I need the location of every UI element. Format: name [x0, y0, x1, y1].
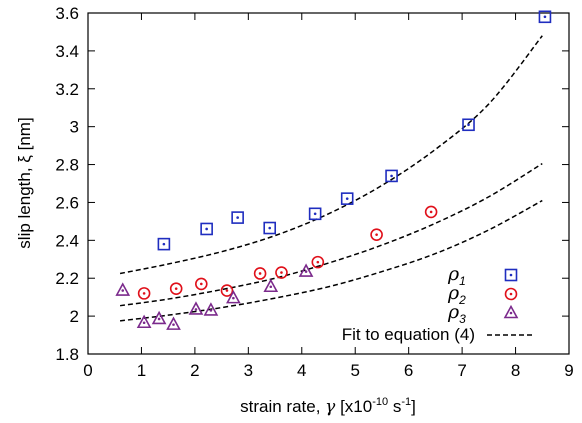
x-tick-label: 2 [190, 361, 199, 380]
rho1-point [340, 192, 354, 205]
fit-curve [119, 162, 543, 307]
x-axis-label-unit-exp: -1 [401, 396, 411, 408]
x-tick-label: 9 [564, 361, 573, 380]
x-tick-label: 0 [83, 361, 92, 380]
y-axis-label: slip length, ξ [nm] [15, 117, 34, 248]
legend-entry-rho3: ρ3 [447, 301, 519, 326]
rho3-point [166, 316, 181, 330]
legend-entry-rho1: ρ1 [447, 263, 518, 288]
svg-text:ρ2: ρ2 [447, 282, 466, 307]
legend-marker [503, 304, 519, 319]
rho1-point [263, 221, 277, 235]
legend-rho2-symbol: ρ [447, 282, 460, 304]
x-tick-label: 3 [244, 361, 253, 380]
y-tick-label: 3.4 [55, 42, 79, 61]
legend-rho3-symbol: ρ [447, 301, 460, 323]
rho2-point [370, 228, 383, 241]
rho3-point [136, 314, 152, 329]
rho3-point [263, 278, 279, 293]
x-tick-label: 7 [457, 361, 466, 380]
rho3-point [298, 263, 314, 277]
tick-labels: 0 1 2 3 4 5 6 7 8 9 1.8 2 2.2 2.4 2.6 2.8 3 3.2 3.4 3.6 [55, 4, 573, 380]
y-tick-label: 3.6 [55, 4, 79, 23]
rho1-point [462, 118, 475, 132]
x-tick-label: 8 [511, 361, 520, 380]
rho2-point [169, 282, 183, 295]
x-tick-label: 5 [350, 361, 359, 380]
y-tick-label: 2.2 [55, 269, 79, 288]
y-tick-label: 3.2 [55, 80, 79, 99]
fit-curve [119, 199, 543, 322]
rho2-point [195, 277, 208, 291]
y-tick-label: 2.4 [55, 231, 79, 250]
x-tick-label: 6 [404, 361, 413, 380]
y-tick-label: 2.6 [55, 193, 79, 212]
rho3-point [226, 289, 241, 304]
rho1-point [231, 211, 244, 224]
rho2-point [311, 255, 325, 269]
rho2-point [424, 205, 438, 219]
ticks [87, 12, 570, 355]
legend-fit-label: Fit to equation (4) [342, 325, 475, 344]
svg-text:ρ3: ρ3 [447, 301, 466, 326]
legend-rho1-subscript: 1 [459, 274, 466, 288]
y-tick-label: 2.8 [55, 156, 79, 175]
legend-entry-fit: Fit to equation (4) [342, 325, 535, 344]
legend-rho2-marker [504, 287, 518, 301]
data-points [115, 10, 552, 330]
y-tick-label: 2 [70, 307, 79, 326]
rho3-point [188, 301, 204, 315]
rho1-point [200, 222, 213, 236]
x-axis-label-symbol: γ [325, 397, 336, 417]
rho3-point [203, 302, 219, 316]
legend: ρ1 ρ2 ρ3 Fit to equation (4) [342, 263, 535, 344]
fit-curve [119, 35, 543, 275]
rho1-point [385, 169, 398, 183]
rho3-point [151, 310, 167, 325]
rho1-point [538, 10, 552, 24]
legend-rho1-symbol: ρ [447, 263, 460, 285]
x-tick-label: 1 [137, 361, 146, 380]
svg-text:ρ1: ρ1 [447, 263, 466, 288]
legend-entry-rho2: ρ2 [447, 282, 518, 307]
x-axis-label-close: ] [411, 397, 416, 416]
x-tick-label: 4 [297, 361, 306, 380]
rho3-point [115, 282, 131, 296]
rho2-point [220, 284, 234, 297]
legend-marker [504, 268, 518, 282]
legend-rho1-marker [504, 268, 518, 282]
legend-rho3-marker [503, 304, 519, 319]
y-tick-label: 3 [70, 118, 79, 137]
fit-curves [119, 35, 543, 322]
x-axis-label-main: strain rate, [240, 397, 325, 416]
x-axis-label-open: [x10 [335, 397, 372, 416]
rho1-point [157, 237, 171, 251]
y-tick-label: 1.8 [55, 345, 79, 364]
rho2-point [275, 266, 288, 279]
legend-marker [504, 287, 518, 301]
plot-frame [87, 12, 570, 355]
x-axis-label-exp: -10 [372, 396, 388, 408]
rho2-point [253, 267, 267, 280]
x-axis-label: strain rate, γ [x10-10 s-1] [240, 396, 416, 417]
legend-rho3-subscript: 3 [459, 312, 466, 326]
legend-rho2-subscript: 2 [458, 293, 466, 307]
x-axis-label-unit: s [388, 397, 401, 416]
rho1-point [308, 207, 322, 221]
rho2-point [137, 287, 151, 300]
